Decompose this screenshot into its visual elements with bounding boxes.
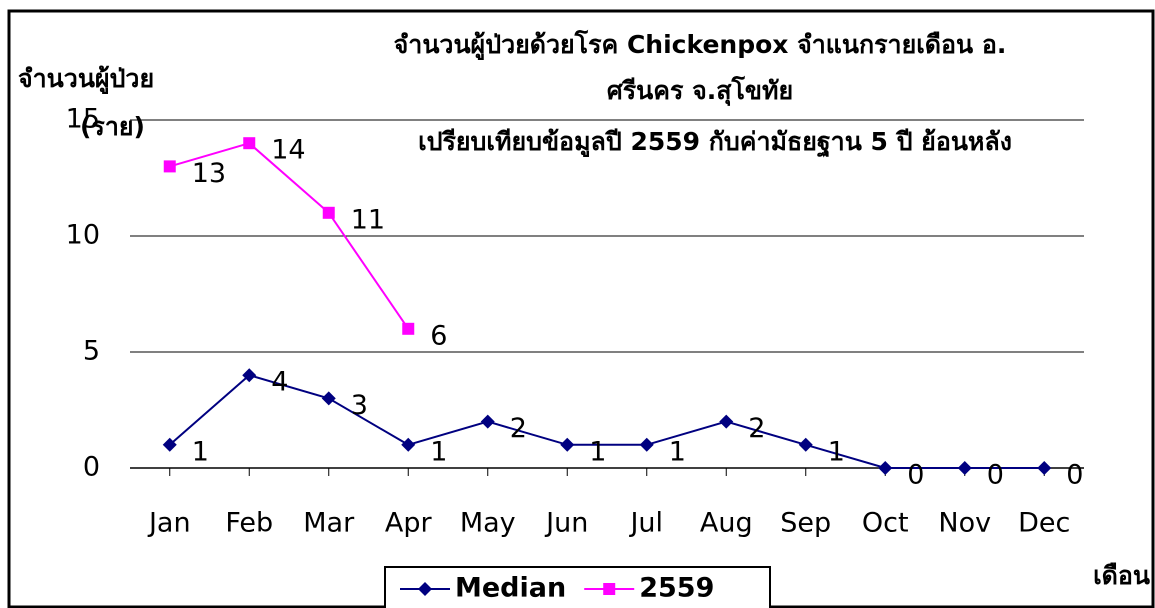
chart-title: จำนวนผู้ป่วยด้วยโรค Chickenpox จำแนกรายเ…	[394, 29, 1007, 61]
data-label: 11	[351, 204, 385, 235]
data-label: 1	[828, 436, 845, 467]
y-axis-label: (ราย)	[80, 112, 145, 141]
point	[402, 322, 415, 335]
legend-marker	[603, 583, 616, 595]
point	[878, 461, 893, 475]
x-tick-label: Jul	[628, 508, 663, 539]
point	[243, 137, 256, 150]
data-label: 6	[430, 320, 447, 351]
x-tick-label: Aug	[700, 508, 753, 539]
point	[163, 160, 176, 173]
point	[321, 391, 336, 406]
point	[480, 414, 495, 429]
data-label: 4	[271, 367, 288, 398]
y-tick-label: 0	[83, 452, 100, 483]
point	[1037, 461, 1052, 475]
x-tick-label: May	[460, 508, 516, 539]
data-label: 1	[430, 436, 447, 467]
series-line	[169, 142, 410, 330]
y-axis-label: จำนวนผู้ป่วย	[18, 64, 154, 95]
series-line	[169, 374, 1045, 469]
x-tick-label: Sep	[780, 508, 831, 539]
point	[162, 437, 177, 452]
point	[639, 437, 654, 452]
chart-subtitle: เปรียบเทียบข้อมูลปี 2559 กับค่ามัธยฐาน 5…	[418, 127, 1012, 158]
y-tick-label: 5	[83, 336, 100, 367]
x-tick-label: Jun	[544, 508, 588, 539]
x-tick-label: Nov	[938, 508, 991, 539]
x-tick-label: Dec	[1018, 508, 1070, 539]
point	[322, 206, 335, 219]
x-tick-label: Mar	[303, 508, 355, 539]
data-label: 2	[748, 413, 765, 444]
data-label: 13	[192, 158, 226, 189]
chart-frame	[7, 9, 1155, 608]
x-tick-label: Oct	[862, 508, 909, 539]
point	[957, 461, 972, 475]
data-label: 1	[589, 436, 606, 467]
data-label: 1	[192, 436, 209, 467]
x-tick-label: Feb	[225, 508, 273, 539]
chart-title-line2: ศรีนคร จ.สุโขทัย	[607, 75, 793, 107]
point	[242, 368, 257, 383]
y-tick-label: 15	[66, 104, 100, 135]
data-label: 0	[907, 460, 924, 491]
data-label: 0	[1066, 460, 1083, 491]
legend-label: Median	[455, 573, 566, 604]
x-tick-label: Jan	[147, 508, 191, 539]
data-label: 14	[271, 135, 305, 166]
legend-box	[384, 566, 771, 608]
y-tick-label: 10	[66, 220, 100, 251]
data-label: 0	[987, 460, 1004, 491]
point	[560, 437, 575, 452]
data-label: 3	[351, 390, 368, 421]
legend-marker	[418, 582, 432, 596]
x-axis-label: เดือน	[1093, 561, 1150, 590]
point	[401, 437, 416, 452]
x-tick-label: Apr	[385, 508, 433, 539]
data-label: 2	[510, 413, 527, 444]
data-label: 1	[669, 436, 686, 467]
point	[719, 414, 734, 429]
point	[798, 437, 813, 452]
legend-label: 2559	[639, 573, 714, 604]
